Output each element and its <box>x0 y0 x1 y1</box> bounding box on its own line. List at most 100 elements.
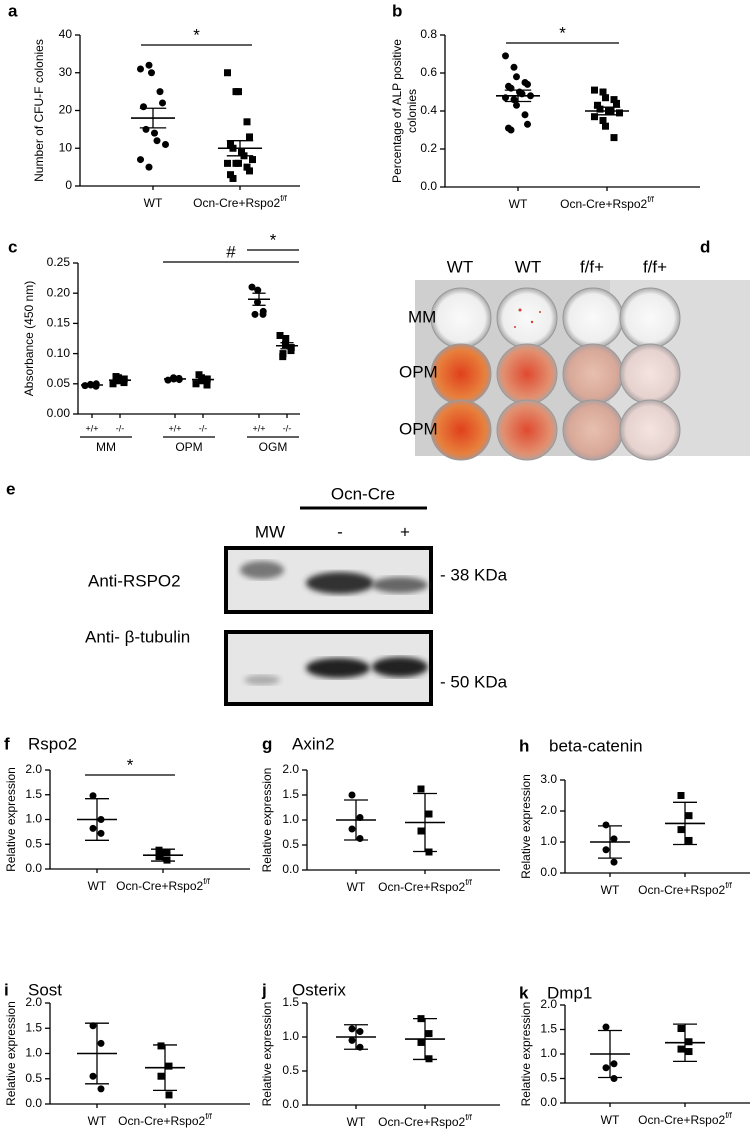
point <box>502 52 509 60</box>
point <box>156 88 164 96</box>
y-tick-label: 0.0 <box>282 1097 299 1111</box>
point <box>165 1091 173 1099</box>
y-tick-label: 1.0 <box>282 1029 299 1043</box>
point <box>602 1023 610 1031</box>
point <box>165 1062 173 1070</box>
y-tick-label: 0 <box>65 178 72 192</box>
point <box>238 148 245 156</box>
point <box>195 371 203 379</box>
y-axis-label: Relative expression <box>519 774 533 879</box>
y-tick-label: 0.0 <box>282 862 299 876</box>
point <box>287 347 295 355</box>
panel-label: j <box>261 980 267 999</box>
x-tick-label: Ocn-Cre+Rspo2f/f <box>638 1111 732 1127</box>
size-label: - 50 KDa <box>440 672 508 691</box>
point <box>137 65 144 73</box>
point <box>97 829 105 837</box>
point <box>602 821 610 829</box>
point <box>425 1030 433 1038</box>
y-tick-label: 10 <box>59 140 73 154</box>
point <box>602 846 610 854</box>
panel-label: d <box>700 237 710 256</box>
y-axis-label: Absorbance (450 nm) <box>22 281 36 396</box>
panel-label: g <box>262 734 272 753</box>
panel-label: c <box>8 237 17 256</box>
point <box>192 380 200 388</box>
point <box>246 133 253 141</box>
point <box>602 122 609 130</box>
point <box>148 69 155 77</box>
y-tick-label: 1.5 <box>25 787 42 801</box>
point <box>417 1038 425 1046</box>
category-superscript: f/f <box>205 1112 212 1121</box>
x-tick-label: +/+ <box>168 423 181 433</box>
y-tick-label: 0.0 <box>420 179 437 193</box>
x-tick-label: +/+ <box>252 423 265 433</box>
significance-label: * <box>127 755 134 774</box>
y-tick-label: 40 <box>59 27 73 41</box>
antibody-label: Anti-RSPO2 <box>88 571 181 590</box>
y-tick-label: 0.05 <box>47 376 71 390</box>
lane-label: MW <box>255 522 285 541</box>
x-tick-label: Ocn-Cre+Rspo2f/f <box>378 1113 472 1129</box>
point <box>249 156 256 164</box>
y-axis-label: Relative expression <box>4 767 18 872</box>
y-axis-label: Relative expression <box>260 1002 274 1107</box>
point <box>159 99 166 107</box>
y-tick-label: 30 <box>59 65 73 79</box>
lane-label: + <box>400 522 410 541</box>
point <box>97 1039 105 1047</box>
point <box>425 1055 433 1063</box>
point <box>591 113 598 121</box>
panel-label: e <box>6 479 15 498</box>
point <box>510 63 518 71</box>
point <box>524 120 531 128</box>
y-tick-label: 0.10 <box>47 346 71 360</box>
x-tick-label: WT <box>601 883 620 897</box>
antibody-label: Anti- β-tubulin <box>85 627 190 646</box>
point <box>282 341 289 349</box>
x-tick-label: -/- <box>116 423 125 433</box>
y-tick-label: 0.5 <box>282 1063 299 1077</box>
y-tick-label: 1.0 <box>540 834 557 848</box>
y-tick-label: 2.0 <box>25 762 42 776</box>
point <box>97 1085 105 1093</box>
y-tick-label: 2.0 <box>25 995 42 1009</box>
panel-label: b <box>392 1 402 20</box>
y-tick-label: 0.5 <box>25 836 42 850</box>
y-tick-label: 2.0 <box>540 803 557 817</box>
point <box>235 159 242 167</box>
y-tick-label: 0.00 <box>47 406 71 420</box>
point <box>248 283 256 291</box>
point <box>229 174 237 182</box>
significance-label: # <box>226 242 236 261</box>
band <box>244 675 280 685</box>
blot-header: Ocn-Cre <box>331 484 395 503</box>
point <box>610 96 618 104</box>
point <box>616 109 623 117</box>
point <box>140 103 147 111</box>
band <box>306 572 374 594</box>
y-tick-label: 0.20 <box>47 285 71 299</box>
point <box>153 137 161 145</box>
point <box>348 1036 356 1044</box>
x-tick-label: WT <box>347 880 366 894</box>
point <box>145 163 153 171</box>
point <box>279 353 287 361</box>
y-tick-label: 1.0 <box>25 1046 42 1060</box>
x-tick-label: Ocn-Cre+Rspo2f/f <box>116 877 210 893</box>
chart-title: Sost <box>28 980 62 999</box>
y-tick-label: 0.0 <box>25 861 42 875</box>
category-name: Ocn-Cre+Rspo2 <box>116 879 203 893</box>
category-name: WT <box>347 880 366 894</box>
point <box>610 858 618 866</box>
point <box>227 171 234 179</box>
y-tick-label: 0.25 <box>47 255 71 269</box>
point <box>162 140 169 148</box>
y-tick-label: 0.2 <box>420 141 437 155</box>
point <box>348 1025 356 1033</box>
y-tick-label: 0.5 <box>540 1071 557 1085</box>
point <box>685 1048 693 1056</box>
y-tick-label: 0.0 <box>25 1096 42 1110</box>
column-label: f/f+ <box>580 257 604 276</box>
